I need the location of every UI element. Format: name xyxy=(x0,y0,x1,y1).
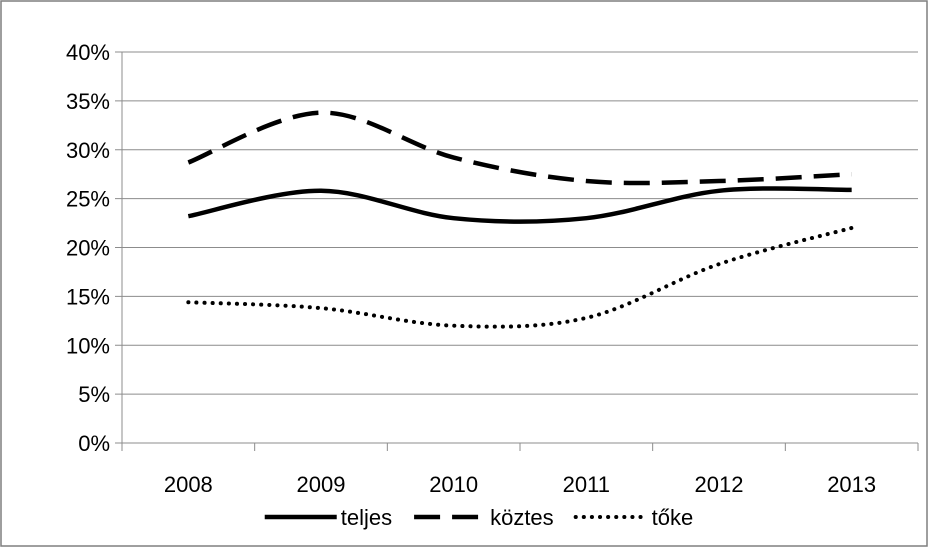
series-line-tőke xyxy=(186,225,854,329)
x-tick-label: 2010 xyxy=(429,472,478,497)
x-tick-label: 2012 xyxy=(695,472,744,497)
y-tick-label: 20% xyxy=(66,236,110,261)
x-tick-label: 2009 xyxy=(297,472,346,497)
y-tick-label: 0% xyxy=(78,431,110,456)
y-tick-label: 10% xyxy=(66,333,110,358)
series-line-köztes xyxy=(187,110,852,186)
y-tick-label: 40% xyxy=(66,40,110,65)
y-tick-label: 35% xyxy=(66,89,110,114)
y-tick-label: 30% xyxy=(66,138,110,163)
series-line-teljes xyxy=(187,186,852,224)
legend-label-teljes: teljes xyxy=(341,505,392,530)
y-tick-label: 15% xyxy=(66,284,110,309)
x-tick-label: 2011 xyxy=(563,472,610,497)
x-tick-label: 2008 xyxy=(164,472,213,497)
x-tick-label: 2013 xyxy=(827,472,876,497)
legend-label-köztes: köztes xyxy=(490,505,554,530)
legend-label-tőke: tőke xyxy=(652,505,694,530)
y-tick-label: 5% xyxy=(78,382,110,407)
y-tick-label: 25% xyxy=(66,187,110,212)
